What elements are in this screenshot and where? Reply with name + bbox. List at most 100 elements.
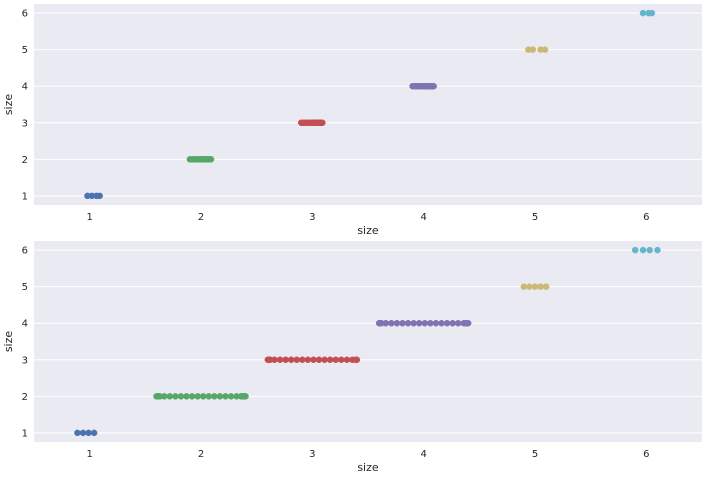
data-point [161, 393, 168, 400]
data-point [282, 356, 289, 364]
data-point [79, 429, 87, 437]
data-point [531, 283, 539, 290]
y-tick-label: 3 [22, 355, 28, 366]
data-point [542, 283, 550, 290]
y-tick-label: 1 [22, 428, 28, 439]
x-tick-label: 4 [420, 449, 426, 460]
x-tick-label: 5 [532, 212, 538, 223]
data-point [299, 356, 306, 364]
data-point [464, 319, 472, 327]
data-point [211, 393, 218, 400]
data-point [85, 429, 92, 437]
data-point [454, 319, 462, 327]
data-point [205, 393, 213, 400]
data-point [631, 246, 639, 254]
y-tick-label: 6 [22, 9, 28, 20]
plot-area [34, 241, 702, 442]
data-point [332, 356, 339, 364]
data-point [537, 283, 544, 290]
data-point [216, 393, 224, 400]
data-point [415, 319, 423, 327]
data-point [438, 319, 445, 327]
series-3 [264, 356, 361, 364]
x-axis-label: size [357, 224, 379, 237]
series-4 [409, 82, 437, 90]
y-tick-label: 2 [22, 155, 28, 166]
data-point [242, 393, 249, 400]
series-3 [297, 119, 326, 127]
data-point [172, 393, 179, 400]
data-point [194, 393, 201, 400]
series-6 [631, 246, 661, 254]
series-2 [153, 393, 249, 400]
data-point [271, 356, 278, 364]
data-point [96, 192, 103, 200]
data-point [443, 319, 451, 327]
x-tick-label: 5 [532, 449, 538, 460]
data-point [410, 319, 417, 327]
data-point [541, 46, 549, 53]
data-point [188, 393, 196, 400]
data-point [432, 319, 440, 327]
data-point [648, 9, 656, 17]
data-point [427, 319, 434, 327]
bottom-strip-plot: 1 2 3 4 5 6 1 2 3 4 5 6 size size [2, 241, 702, 474]
top-strip-plot: 1 2 3 4 5 6 1 2 3 4 5 6 size size [2, 4, 702, 237]
data-point [404, 319, 412, 327]
x-tick-label: 1 [86, 449, 92, 460]
data-point [326, 356, 334, 364]
series-1 [84, 192, 103, 200]
x-tick-label: 6 [643, 449, 649, 460]
y-tick-label: 5 [22, 45, 28, 56]
series-2 [186, 156, 215, 163]
data-point [166, 393, 174, 400]
series-1 [74, 429, 98, 437]
x-axis-label: size [357, 461, 379, 474]
data-point [520, 283, 528, 290]
data-point [393, 319, 401, 327]
x-tick-label: 3 [309, 212, 315, 223]
data-point [646, 246, 653, 254]
data-point [654, 246, 661, 254]
data-point [321, 356, 328, 364]
data-point [319, 119, 326, 127]
x-tick-label: 2 [198, 212, 204, 223]
data-point [227, 393, 235, 400]
x-tick-label: 3 [309, 449, 315, 460]
data-point [526, 283, 533, 290]
x-tick-label: 4 [420, 212, 426, 223]
y-tick-label: 6 [22, 246, 28, 257]
data-point [287, 356, 295, 364]
y-tick-label: 5 [22, 282, 28, 293]
data-point [343, 356, 351, 364]
data-point [449, 319, 456, 327]
data-point [639, 246, 647, 254]
series-5 [525, 46, 549, 53]
data-point [310, 356, 317, 364]
data-point [382, 319, 390, 327]
data-point [183, 393, 190, 400]
x-tick-label: 2 [198, 449, 204, 460]
data-point [293, 356, 300, 364]
y-tick-label: 2 [22, 392, 28, 403]
data-point [90, 429, 98, 437]
series-4 [375, 319, 472, 327]
data-point [421, 319, 429, 327]
series-6 [639, 9, 656, 17]
data-point [74, 429, 81, 437]
series-5 [520, 283, 550, 290]
data-point [222, 393, 229, 400]
y-tick-label: 1 [22, 191, 28, 202]
data-point [399, 319, 406, 327]
plot-area [34, 4, 702, 205]
y-axis-label: size [2, 94, 15, 116]
data-point [353, 356, 361, 364]
x-tick-label: 6 [643, 212, 649, 223]
y-tick-label: 4 [22, 82, 28, 93]
data-point [430, 82, 437, 90]
data-point [529, 46, 537, 53]
y-tick-label: 4 [22, 319, 28, 330]
y-axis-label: size [2, 331, 15, 353]
data-point [388, 319, 395, 327]
